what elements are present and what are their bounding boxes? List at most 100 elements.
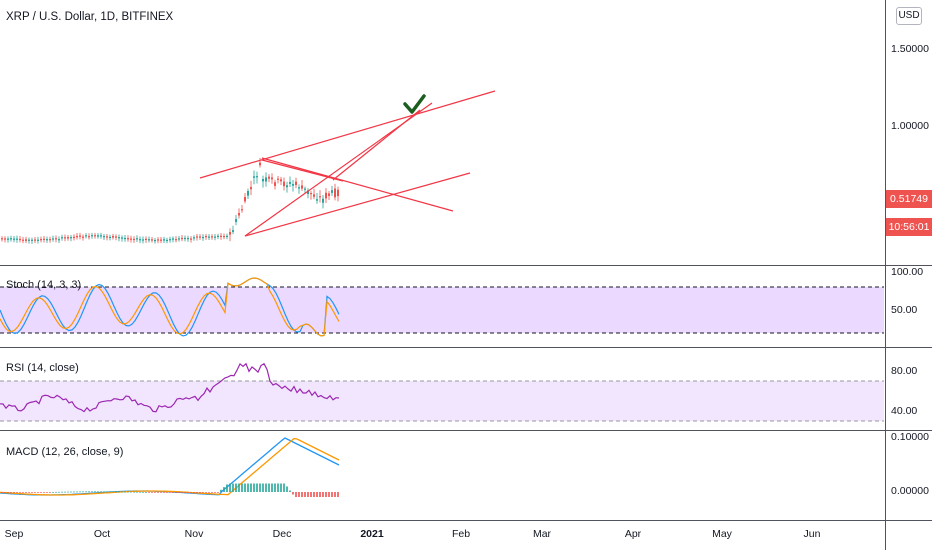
macd-histogram-bar (127, 491, 129, 493)
macd-histogram-bar (217, 492, 219, 493)
stoch-scale[interactable] (885, 266, 932, 347)
macd-histogram-bar (82, 491, 84, 493)
candle-body (37, 239, 39, 241)
macd-histogram-bar (139, 491, 141, 493)
macd-histogram-bar (166, 492, 168, 493)
macd-histogram-bar (58, 491, 60, 493)
candle-body (82, 236, 84, 238)
stoch-d-line (0, 277, 340, 337)
macd-histogram-bar (202, 492, 204, 493)
macd-histogram-bar (55, 491, 57, 493)
candle-body (226, 235, 228, 238)
currency-button[interactable]: USD (896, 7, 922, 25)
macd-label[interactable]: MACD (12, 26, close, 9) (6, 446, 124, 458)
macd-histogram-bar (181, 492, 183, 493)
price-tick-1: 1.50000 (891, 43, 929, 55)
candle-body (196, 236, 198, 238)
stoch-band (0, 287, 884, 333)
candle-body (187, 238, 189, 240)
macd-scale[interactable] (885, 431, 932, 520)
candle-body (109, 236, 111, 239)
candle-body (145, 238, 147, 241)
macd-histogram-bar (52, 491, 54, 493)
candle-body (115, 236, 117, 238)
rsi-scale[interactable] (885, 348, 932, 430)
candle-body (91, 235, 93, 237)
macd-histogram-bar (163, 492, 165, 493)
candle-body (139, 239, 141, 241)
macd-histogram-bar (49, 492, 51, 493)
macd-histogram-bar (160, 492, 162, 493)
candle-body (121, 237, 123, 239)
macd-histogram-bar (184, 492, 186, 493)
macd-histogram-bar (265, 483, 267, 492)
macd-histogram-bar (1, 492, 3, 493)
macd-histogram-bar (157, 492, 159, 493)
macd-histogram-bar (142, 491, 144, 493)
symbol-title: XRP / U.S. Dollar, 1D, BITFINEX (6, 11, 174, 23)
macd-histogram-bar (178, 492, 180, 493)
macd-histogram-bar (28, 492, 30, 493)
candle-body (271, 177, 273, 180)
macd-histogram-bar (70, 491, 72, 493)
candle-body (160, 239, 162, 241)
candle-body (172, 238, 174, 240)
candle-body (190, 238, 192, 240)
candle-body (70, 237, 72, 239)
macd-histogram-bar (34, 492, 36, 493)
candle-body (214, 236, 216, 238)
stoch-label[interactable]: Stoch (14, 3, 3) (6, 279, 82, 291)
candle-body (67, 237, 69, 239)
countdown-badge: 10:56:01 (886, 218, 932, 236)
time-tick-2021: 2021 (360, 528, 384, 540)
candle-body (52, 238, 54, 240)
pane-separator-2[interactable] (0, 347, 932, 348)
chart-canvas[interactable] (0, 0, 884, 520)
candle-body (328, 193, 330, 196)
candle-body (4, 238, 6, 240)
macd-histogram-bar (316, 492, 318, 497)
time-axis[interactable] (0, 521, 884, 550)
candle-body (13, 238, 15, 240)
macd-histogram-bar (271, 483, 273, 492)
macd-histogram-bar (196, 492, 198, 493)
macd-histogram-bar (238, 483, 240, 492)
price-scale[interactable] (885, 0, 932, 265)
time-tick-sep: Sep (4, 528, 24, 540)
macd-histogram-bar (94, 491, 96, 493)
macd-tick-000: 0.00000 (891, 485, 929, 497)
macd-histogram-bar (112, 491, 114, 493)
macd-histogram-bar (277, 483, 279, 492)
time-tick-feb: Feb (451, 528, 471, 540)
macd-histogram-bar (133, 491, 135, 493)
macd-histogram-bar (253, 483, 255, 492)
pane-separator-1[interactable] (0, 265, 932, 266)
candle-body (304, 188, 306, 190)
macd-tick-010: 0.10000 (891, 431, 929, 443)
candle-body (235, 219, 237, 222)
time-tick-apr: Apr (624, 528, 642, 540)
pane-separator-3[interactable] (0, 430, 932, 431)
candle-body (49, 239, 51, 241)
candle-body (250, 187, 252, 190)
candle-body (238, 212, 240, 216)
macd-histogram-bar (223, 487, 225, 492)
candle-body (184, 237, 186, 240)
macd-histogram-bar (319, 492, 321, 497)
candle-body (319, 196, 321, 198)
candle-body (208, 236, 210, 238)
candle-body (142, 239, 144, 241)
macd-histogram-bar (298, 492, 300, 497)
candle-body (313, 194, 315, 197)
candle-body (85, 235, 87, 237)
time-axis-corner[interactable] (885, 521, 932, 550)
time-tick-nov: Nov (184, 528, 204, 540)
macd-histogram-bar (73, 491, 75, 493)
candle-body (106, 236, 108, 238)
rsi-label[interactable]: RSI (14, close) (6, 362, 79, 374)
macd-histogram-bar (31, 492, 33, 493)
candle-body (127, 238, 129, 240)
candle-body (181, 237, 183, 240)
stoch-k-line (0, 277, 340, 337)
candle-body (55, 238, 57, 240)
